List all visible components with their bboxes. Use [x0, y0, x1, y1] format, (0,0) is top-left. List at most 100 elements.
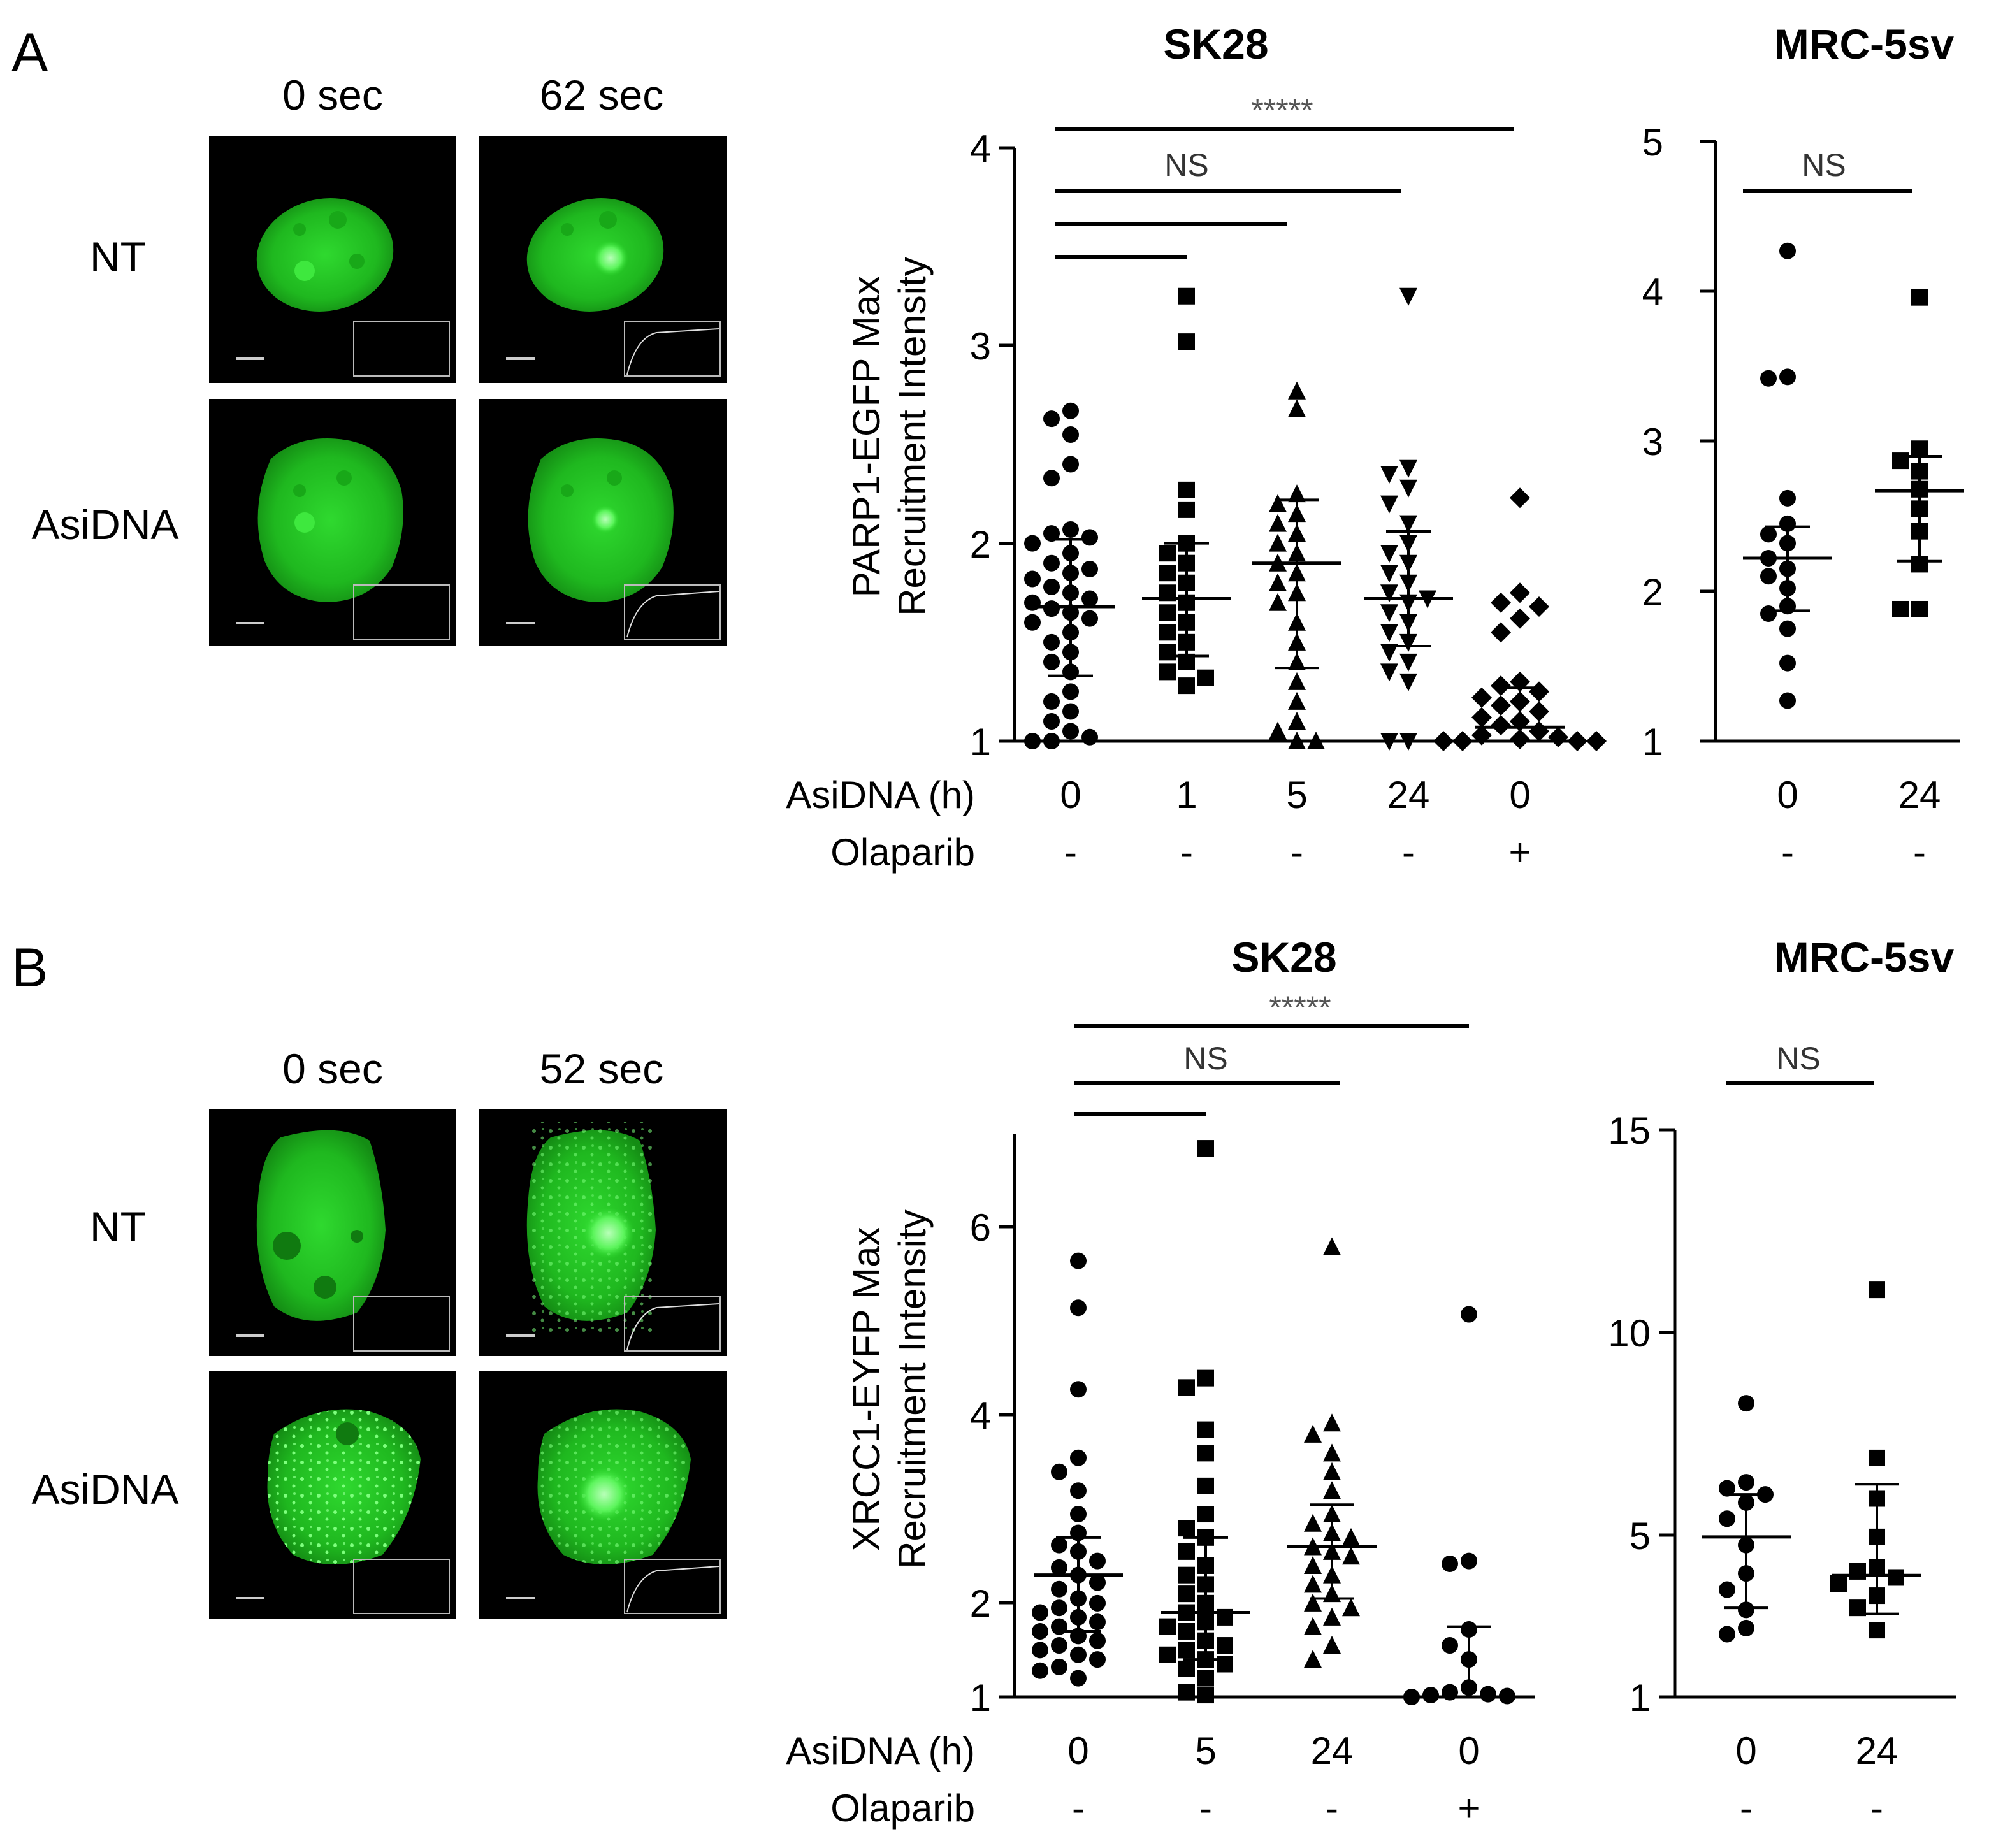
data-point [1081, 610, 1098, 627]
data-point [1510, 582, 1530, 603]
data-point [1269, 514, 1287, 532]
data-point [1323, 1443, 1341, 1462]
data-point [1178, 1660, 1195, 1677]
data-point [1032, 1662, 1048, 1679]
data-point [1830, 1575, 1847, 1592]
data-point [1888, 1569, 1904, 1586]
data-point [1197, 669, 1214, 686]
data-point [1760, 568, 1777, 585]
data-point [1567, 731, 1587, 751]
data-point [1342, 1547, 1360, 1565]
data-point [1070, 1449, 1087, 1466]
data-point [1043, 470, 1060, 487]
data-point [1452, 731, 1473, 751]
data-point [1062, 723, 1079, 740]
data-point [1269, 494, 1287, 512]
data-point [1323, 1462, 1341, 1480]
data-point [1471, 687, 1492, 708]
ytick-label: 4 [970, 127, 991, 170]
data-point [1738, 1601, 1754, 1619]
ytick-label: 5 [1642, 121, 1663, 164]
data-point [1051, 1536, 1067, 1554]
panel-b-time-0-label: 0 sec [282, 1045, 383, 1092]
chart-b-sk28-marks [1032, 1140, 1515, 1705]
chart-b-sk28-title: SK28 [1231, 934, 1336, 981]
data-point [1380, 584, 1398, 603]
xtick-label: 5 [1286, 774, 1307, 816]
data-point [1178, 1566, 1195, 1584]
row-label-asidna: AsiDNA (h) [786, 1729, 975, 1772]
data-point [1403, 1689, 1420, 1705]
data-point [1433, 731, 1454, 751]
data-point [1288, 484, 1306, 503]
data-point [1081, 728, 1098, 746]
data-point [1024, 570, 1041, 588]
data-point [1178, 287, 1195, 305]
data-point [1178, 1379, 1195, 1396]
chart-a-sk28-marks [1024, 287, 1607, 751]
data-point [1422, 1687, 1439, 1704]
data-point [1719, 1626, 1735, 1643]
panel-a-nt-label: NT [90, 233, 146, 280]
data-point [1062, 456, 1079, 473]
data-point [1442, 1556, 1458, 1573]
data-point [1323, 1481, 1341, 1499]
data-point [1304, 1513, 1322, 1532]
ytick-label: 5 [1630, 1515, 1651, 1557]
data-point [1719, 1581, 1735, 1598]
data-point [1760, 605, 1777, 623]
chart-b-sk28: SK28 XRCC1-EYFP Max Recruitment Intensit… [786, 934, 1535, 1830]
panel-b-time-1-label: 52 sec [540, 1045, 663, 1092]
data-point [1043, 712, 1060, 730]
data-point [1178, 501, 1195, 518]
data-point [1089, 1632, 1106, 1649]
xtick-label: 0 [1777, 774, 1798, 816]
data-point [1051, 1637, 1067, 1654]
significance-label: NS [1183, 1041, 1227, 1076]
chart-b-sk28-brackets: ***** NS [1074, 990, 1469, 1116]
xtick-label: 24 [1311, 1729, 1354, 1772]
data-point [1779, 620, 1796, 637]
chart-b-sk28-yticks: 6 4 2 1 [970, 1206, 1015, 1719]
data-point [1738, 1395, 1754, 1412]
data-point [1380, 565, 1398, 583]
data-point [1869, 1622, 1885, 1639]
chart-a-mrc5sv-yticks: 5 4 3 2 1 [1642, 121, 1716, 763]
chart-b-sk28-ylabel-line1: XRCC1-EYFP Max [845, 1227, 888, 1551]
data-point [1089, 1552, 1106, 1570]
data-point [1062, 402, 1079, 419]
micrograph-b-asidna-0sec [209, 1371, 456, 1619]
data-point [1269, 573, 1287, 591]
data-point [1197, 1421, 1214, 1438]
micrograph-a-nt-0sec [209, 136, 456, 383]
panel-b: B 0 sec 52 sec NT AsiDNA [11, 934, 1956, 1830]
chart-a-sk28-title: SK28 [1163, 20, 1268, 68]
ytick-label: 3 [970, 325, 991, 368]
data-point [1051, 1559, 1067, 1576]
data-point [1586, 731, 1607, 751]
xtick-label: 1 [1176, 774, 1197, 816]
olaparib-sign: + [1457, 1787, 1480, 1830]
data-point [1159, 1646, 1176, 1663]
chart-a-sk28: SK28 PARP1-EGFP Max Recruitment Intensit… [786, 20, 1607, 874]
data-point [1269, 593, 1287, 611]
micrograph-a-asidna-0sec [209, 399, 456, 646]
data-point [1178, 481, 1195, 498]
data-point [1159, 1618, 1176, 1635]
data-point [1070, 1506, 1087, 1523]
data-point [1869, 1281, 1885, 1299]
data-point [1070, 1670, 1087, 1687]
data-point [1178, 1622, 1195, 1640]
data-point [1288, 711, 1306, 730]
data-point [1269, 721, 1287, 740]
olaparib-sign: - [1064, 831, 1077, 874]
data-point [1471, 707, 1492, 728]
data-point [1529, 701, 1549, 722]
chart-a-mrc5sv: MRC-5sv 5 4 3 2 1 NS 0 24 - - [1642, 20, 1964, 874]
row-label-olaparib: Olaparib [830, 1787, 975, 1830]
data-point [1461, 1552, 1477, 1570]
ytick-label: 2 [970, 523, 991, 566]
data-point [1159, 663, 1176, 681]
data-point [1548, 726, 1568, 747]
